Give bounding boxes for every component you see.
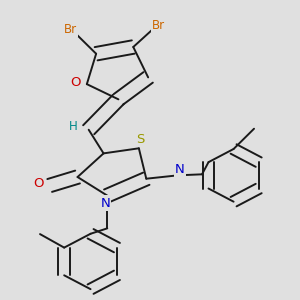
Text: N: N <box>175 163 184 176</box>
Text: N: N <box>100 196 110 209</box>
Text: H: H <box>69 120 77 133</box>
Text: S: S <box>136 134 145 146</box>
Text: O: O <box>70 76 81 89</box>
Text: Br: Br <box>152 19 165 32</box>
Text: O: O <box>33 177 44 190</box>
Text: Br: Br <box>64 22 77 36</box>
